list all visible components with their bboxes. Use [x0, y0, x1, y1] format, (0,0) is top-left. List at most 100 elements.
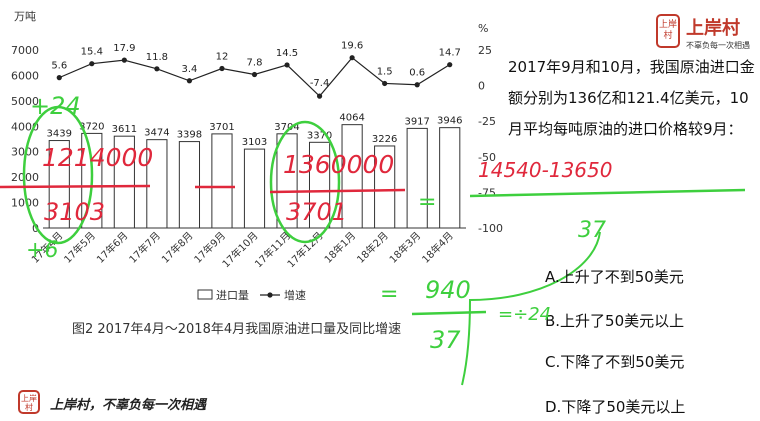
- growth-point: [284, 62, 290, 68]
- option-d[interactable]: D.下降了50美元以上: [545, 398, 686, 416]
- ink-red-1214000: 1214000: [42, 143, 154, 172]
- x-tick-label: 17年7月: [126, 229, 163, 266]
- growth-point: [251, 71, 258, 78]
- growth-label: 11.8: [146, 52, 168, 63]
- handwriting-annotations: [0, 105, 746, 386]
- growth-point: [89, 61, 95, 67]
- bar: [243, 148, 266, 229]
- bar: [48, 140, 70, 229]
- growth-point: [56, 75, 62, 81]
- x-tick-label: 17年8月: [159, 229, 196, 266]
- bar: [341, 124, 363, 229]
- ink-circle-april: [22, 105, 94, 245]
- y-right-tick: -25: [478, 115, 496, 128]
- x-tick-label: 17年6月: [94, 229, 131, 266]
- footer-seal: 上岸村: [18, 390, 40, 414]
- bar-label: 3474: [144, 128, 169, 139]
- growth-point: [316, 93, 323, 99]
- growth-point: [349, 55, 355, 61]
- ink-green-24: +24: [30, 92, 81, 120]
- growth-label: 12: [216, 52, 229, 63]
- growth-point: [219, 65, 225, 72]
- ink-red-1360000: 1360000: [283, 150, 395, 179]
- growth-label: 1.5: [377, 66, 393, 77]
- growth-label: 0.6: [409, 68, 425, 79]
- brand-name: 上岸村: [686, 18, 740, 39]
- bar-label: 3946: [437, 116, 462, 127]
- growth-point: [382, 80, 388, 87]
- y-right-tick: -75: [478, 186, 496, 199]
- ink-red-3701: 3701: [286, 198, 348, 226]
- y-right-tick: -50: [478, 151, 496, 164]
- y-left-unit: 万吨: [14, 10, 36, 23]
- legend-bar-swatch: [197, 289, 213, 300]
- bar-label: 3103: [242, 137, 267, 148]
- growth-label: 19.6: [341, 41, 363, 52]
- ink-green-eq2: =: [380, 282, 399, 307]
- growth-point: [447, 62, 453, 68]
- ink-circle-sept: [269, 120, 341, 244]
- bar-label: 3917: [404, 116, 429, 127]
- x-tick-label: 18年4月: [419, 229, 456, 266]
- legend-line-marker: [267, 292, 273, 298]
- x-tick-label: 17年5月: [61, 229, 98, 266]
- footer-text: 上岸村，不辜负每一次相遇: [50, 398, 207, 413]
- bar: [178, 141, 201, 229]
- y-right-tick: 0: [478, 80, 485, 93]
- growth-point: [154, 66, 160, 72]
- growth-label: 7.8: [247, 57, 263, 68]
- y-left-tick: 6000: [11, 69, 39, 82]
- legend-bar-label: 进口量: [216, 289, 249, 302]
- ink-green-37a: 37: [578, 218, 606, 243]
- growth-label: 5.6: [51, 61, 67, 72]
- legend: 进口量 增速: [197, 288, 306, 302]
- growth-label: -7.4: [310, 78, 330, 89]
- bar-label: 3720: [79, 121, 104, 132]
- bar-label: 3701: [209, 122, 234, 133]
- ink-green-arrow: [461, 231, 601, 386]
- ink-fraction-bar: [411, 310, 487, 316]
- ink-red-3103: 3103: [44, 198, 106, 226]
- bar: [308, 141, 331, 229]
- bar-label: 4064: [339, 113, 364, 124]
- y-left-tick: 1000: [11, 197, 39, 210]
- bar: [439, 127, 461, 229]
- bar-series: 343917年4月372017年5月361117年6月347417年7月3398…: [29, 113, 463, 271]
- bar: [113, 135, 135, 229]
- option-a[interactable]: A.上升了不到50美元: [545, 268, 684, 286]
- growth-label: 17.9: [113, 43, 135, 54]
- y-left-tick: 5000: [11, 95, 39, 108]
- y-right-tick: 25: [478, 44, 492, 57]
- bar: [374, 145, 396, 229]
- question-stem: 2017年9月和10月，我国原油进口金额分别为136亿和121.4亿美元，10月…: [508, 58, 755, 138]
- bar: [211, 133, 233, 229]
- brand-seal: 上岸村: [656, 14, 680, 48]
- brand-slogan: 不辜负每一次相遇: [686, 41, 750, 50]
- ink-green-approx: =÷24: [498, 304, 552, 325]
- bar-label: 3704: [274, 122, 299, 133]
- growth-point: [121, 57, 127, 63]
- y-right-unit: %: [478, 22, 488, 35]
- y-right-tick: -100: [478, 222, 503, 235]
- growth-label: 15.4: [81, 47, 103, 58]
- growth-label: 14.5: [276, 48, 298, 59]
- x-tick-label: 18年1月: [321, 229, 358, 266]
- y-left-tick: 0: [32, 222, 39, 235]
- ink-green-underline: [469, 188, 746, 198]
- ink-red-line-1: [0, 184, 151, 189]
- bar: [146, 139, 168, 229]
- bar-label: 3226: [372, 134, 397, 145]
- chart-caption: 图2 2017年4月～2018年4月我国原油进口量及同比增速: [72, 322, 402, 337]
- bar-label: 3370: [307, 130, 332, 141]
- ink-green-940: 940: [425, 276, 471, 304]
- growth-point: [186, 78, 193, 84]
- growth-point: [414, 82, 420, 88]
- line-series: 5.6 15.4 17.9 11.8 3.4 12 7.8 14.5 -7.4 19.6 1.5 0.…: [51, 41, 461, 99]
- ink-green-6: +6: [26, 238, 59, 263]
- option-c[interactable]: C.下降了不到50美元: [545, 353, 685, 371]
- x-tick-label: 18年3月: [386, 229, 423, 266]
- option-b[interactable]: B.上升了50美元以上: [545, 312, 685, 330]
- ink-red-line-3: [269, 188, 406, 194]
- x-tick-label: 18年2月: [354, 229, 391, 266]
